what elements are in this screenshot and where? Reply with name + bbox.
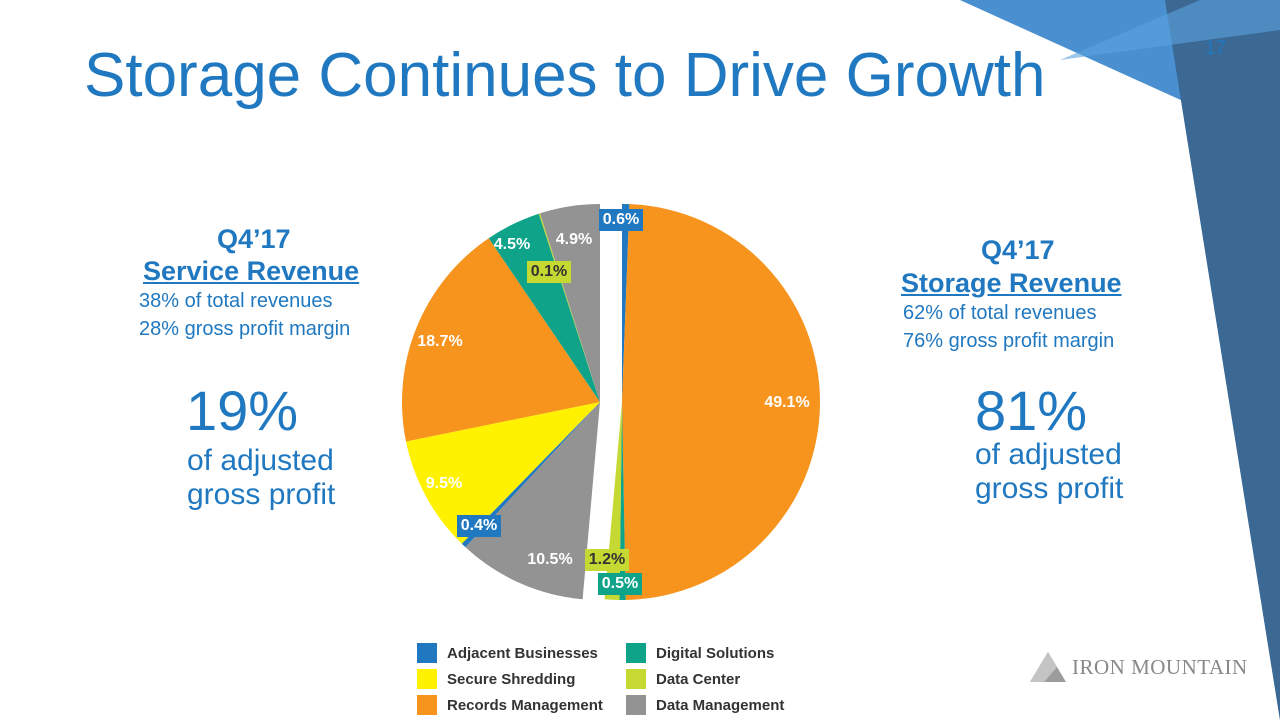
- pie-slice-data-center: [538, 213, 600, 402]
- data-label-adjacent-businesses: 0.4%: [457, 515, 501, 537]
- svg-text:1.2%: 1.2%: [589, 551, 625, 568]
- storage-gp-label-2: gross profit: [975, 472, 1124, 505]
- pie-slice-digital-solutions: [488, 213, 600, 402]
- service-gross-margin: 28% gross profit margin: [139, 318, 351, 340]
- storage-gross-margin: 76% gross profit margin: [903, 330, 1115, 352]
- legend-item-records-management: Records Management: [417, 695, 603, 715]
- svg-text:0.5%: 0.5%: [602, 575, 638, 592]
- storage-gp-share: 81%: [975, 379, 1088, 442]
- legend-swatch: [417, 643, 437, 663]
- storage-total-revenues: 62% of total revenues: [903, 302, 1097, 324]
- legend-label: Data Center: [656, 670, 741, 688]
- slide-title: Storage Continues to Drive Growth: [84, 41, 1046, 110]
- legend-label: Records Management: [447, 696, 603, 714]
- right-period: Q4’17: [981, 235, 1055, 265]
- legend-item-adjacent-businesses: Adjacent Businesses: [417, 643, 598, 663]
- svg-text:9.5%: 9.5%: [426, 475, 462, 492]
- legend-swatch: [626, 669, 646, 689]
- pie-slice-data-management: [465, 402, 600, 600]
- pie-slice-secure-shredding: [405, 402, 600, 544]
- data-label-records-management: 18.7%: [417, 333, 462, 350]
- svg-text:49.1%: 49.1%: [764, 394, 809, 411]
- svg-text:4.5%: 4.5%: [494, 236, 530, 253]
- data-label-records-management: 49.1%: [764, 394, 809, 411]
- svg-text:0.6%: 0.6%: [603, 211, 639, 228]
- svg-text:18.7%: 18.7%: [417, 333, 462, 350]
- data-label-data-center: 0.1%: [527, 261, 571, 283]
- pie-slice-data-management: [539, 204, 600, 402]
- service-revenue-heading: Service Revenue: [143, 256, 360, 286]
- service-total-revenues: 38% of total revenues: [139, 290, 333, 312]
- data-label-digital-solutions: 0.5%: [598, 573, 642, 595]
- mountain-icon: [1030, 652, 1066, 682]
- service-gp-label-1: of adjusted: [187, 444, 334, 477]
- legend-item-digital-solutions: Digital Solutions: [626, 643, 774, 663]
- legend-label: Data Management: [656, 696, 785, 714]
- legend-label: Secure Shredding: [447, 670, 576, 688]
- service-gp-label-2: gross profit: [187, 478, 336, 511]
- iron-mountain-logo: IRON MOUNTAIN: [1030, 652, 1248, 682]
- data-label-secure-shredding: 9.5%: [426, 475, 462, 492]
- legend-swatch: [626, 643, 646, 663]
- legend-swatch: [417, 695, 437, 715]
- legend-swatch: [626, 695, 646, 715]
- storage-gp-label-1: of adjusted: [975, 438, 1122, 471]
- legend-item-secure-shredding: Secure Shredding: [417, 669, 575, 689]
- left-period: Q4’17: [217, 224, 291, 254]
- svg-text:0.4%: 0.4%: [461, 517, 497, 534]
- svg-text:0.1%: 0.1%: [531, 263, 567, 280]
- legend-item-data-center: Data Center: [626, 669, 740, 689]
- legend-item-data-management: Data Management: [626, 695, 784, 715]
- pie-slice-records-management: [402, 238, 600, 442]
- data-label-data-management: 4.9%: [556, 231, 592, 248]
- data-label-data-center: 1.2%: [585, 549, 629, 571]
- pie-slice-adjacent-businesses: [461, 402, 600, 548]
- logo-text: IRON MOUNTAIN: [1072, 654, 1248, 679]
- data-label-adjacent-businesses: 0.6%: [599, 209, 643, 231]
- pie-slice-records-management: [622, 204, 820, 600]
- pie-slice-adjacent-businesses: [622, 204, 630, 402]
- data-label-digital-solutions: 4.5%: [494, 236, 530, 253]
- data-label-data-management: 10.5%: [527, 551, 572, 568]
- legend-swatch: [417, 669, 437, 689]
- svg-text:4.9%: 4.9%: [556, 231, 592, 248]
- legend-label: Adjacent Businesses: [447, 644, 598, 662]
- page-number: 17: [1205, 38, 1227, 59]
- legend-label: Digital Solutions: [656, 644, 775, 662]
- svg-text:10.5%: 10.5%: [527, 551, 572, 568]
- service-gp-share: 19%: [186, 379, 299, 442]
- storage-revenue-heading: Storage Revenue: [901, 268, 1122, 298]
